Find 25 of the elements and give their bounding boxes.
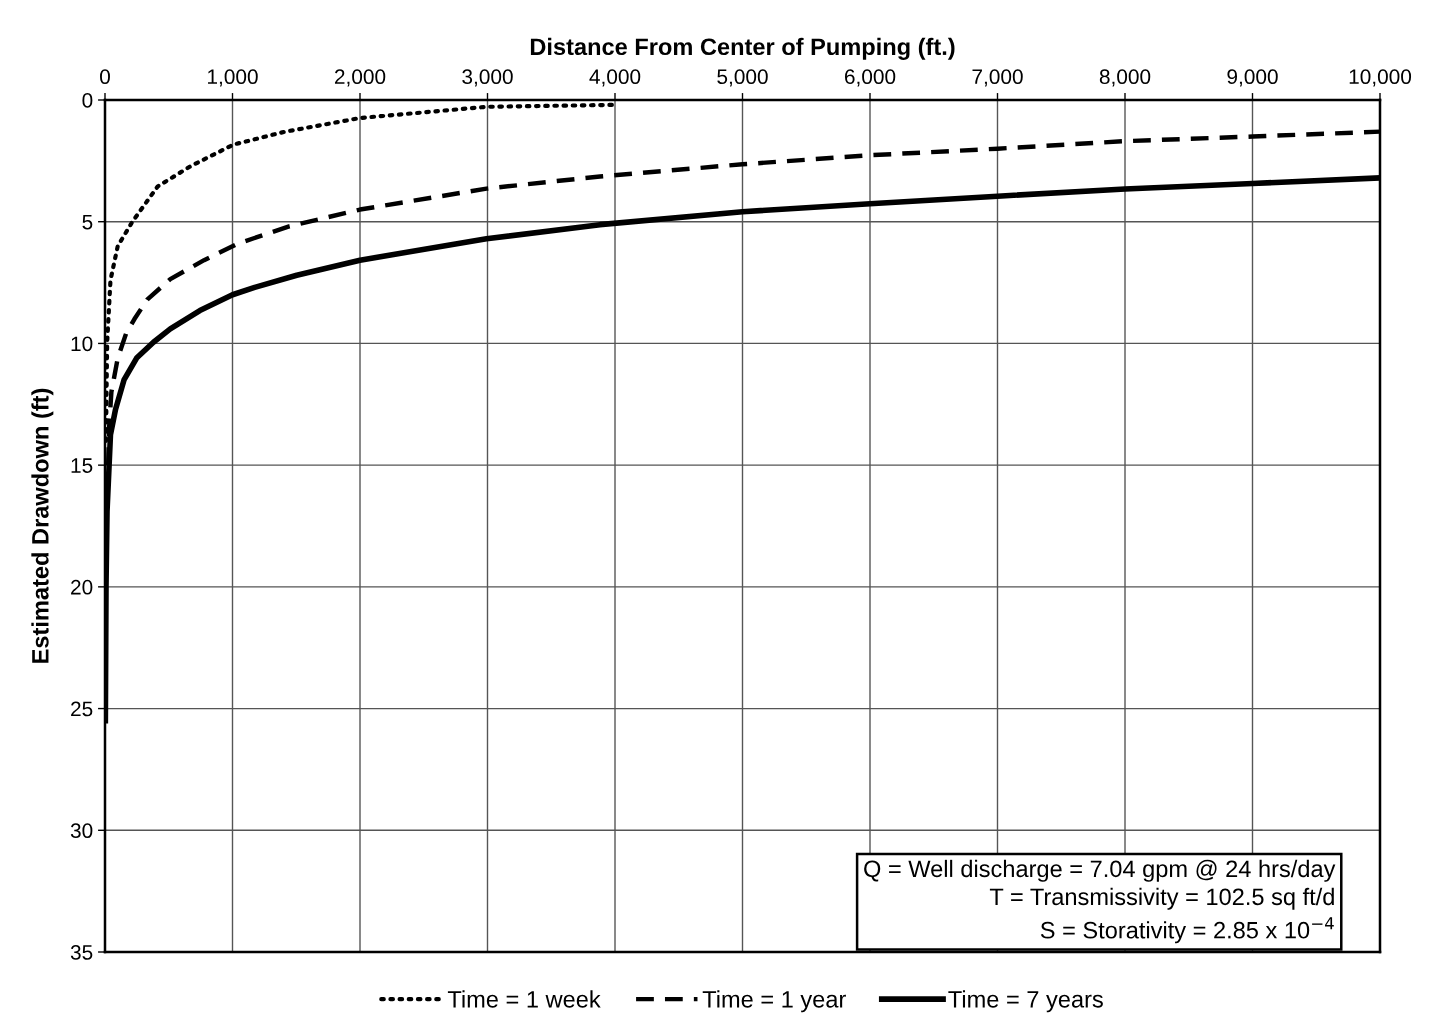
y-tick-label: 15 <box>71 458 93 473</box>
x-tick-label: 3,000 <box>462 69 513 87</box>
x-tick-label: 0 <box>100 69 110 85</box>
x-tick-label: 2,000 <box>334 69 386 87</box>
y-tick-label: 0 <box>82 93 93 108</box>
legend-label: Time = 1 year <box>702 990 846 1013</box>
legend-label: Time = 7 years <box>948 990 1103 1013</box>
y-tick-label: 25 <box>71 701 93 717</box>
y-tick-label: 35 <box>70 945 93 960</box>
y-tick-label: 30 <box>70 823 93 839</box>
x-tick-label: 7,000 <box>972 69 1023 87</box>
legend-label: Time = 1 week <box>447 990 601 1008</box>
annotation: Q = Well discharge = 7.04 gpm @ 24 hrs/day T = Transmissivity = 102.5 sq ft/d S = Storativity = 2.85 x 10$^{−4}$ <box>864 859 1336 944</box>
x-tick-label: 5,000 <box>717 69 768 87</box>
x-axis-title: Distance From Center of Pumping (ft.) <box>530 37 955 60</box>
x-tick-label: 10,000 <box>1349 69 1412 87</box>
x-tick-label: 1,000 <box>208 69 258 87</box>
x-tick-label: 6,000 <box>844 69 896 87</box>
x-tick-label: 4,000 <box>589 69 641 87</box>
y-axis-title: Estimated Drawdown (ft) <box>31 388 54 663</box>
x-tick-label: 8,000 <box>1099 69 1151 87</box>
y-tick-label: 20 <box>71 579 93 595</box>
y-tick-label: 5 <box>82 214 93 230</box>
y-tick-label: 10 <box>71 336 93 352</box>
x-tick-label: 9,000 <box>1227 69 1278 87</box>
